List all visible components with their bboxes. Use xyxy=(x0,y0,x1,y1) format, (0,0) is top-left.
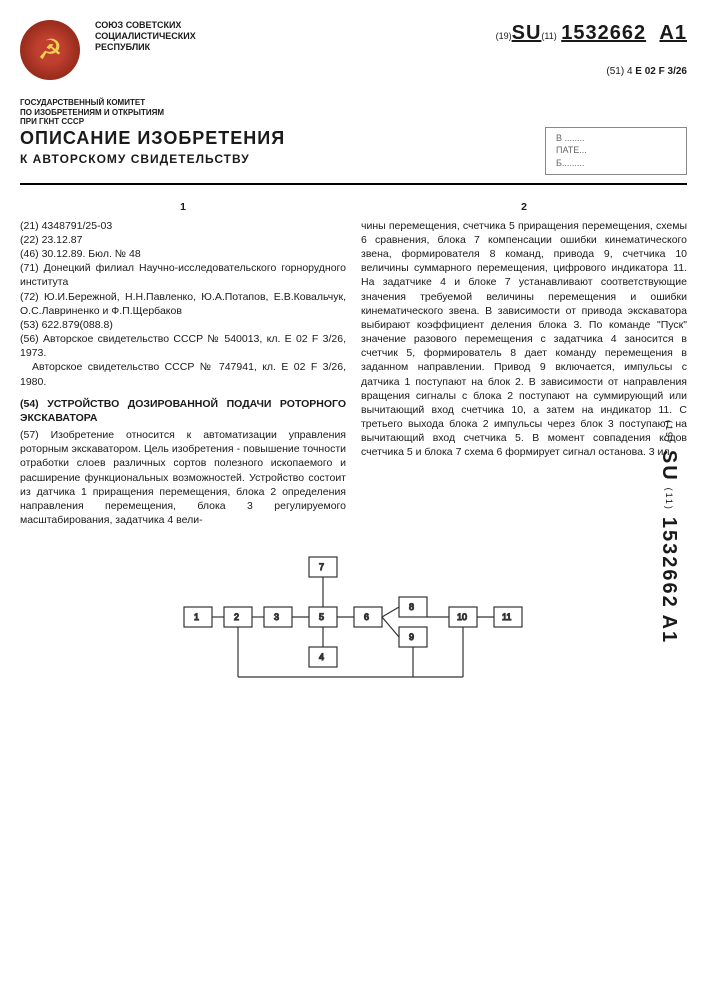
svg-text:5: 5 xyxy=(319,612,324,622)
classification-code: (51) 4 E 02 F 3/26 xyxy=(20,65,687,78)
svg-text:8: 8 xyxy=(409,602,414,612)
svg-text:6: 6 xyxy=(364,612,369,622)
svg-text:4: 4 xyxy=(319,652,324,662)
block-diagram: 1 2 3 7 5 4 6 8 9 10 11 xyxy=(20,542,687,696)
side-patent-number: (19) SU (11) 1532662 A1 xyxy=(656,420,682,644)
svg-text:7: 7 xyxy=(319,562,324,572)
document-title: ОПИСАНИЕ ИЗОБРЕТЕНИЯ xyxy=(20,127,285,150)
stamp-box: В ........ ПАТЕ... Б......... xyxy=(545,127,687,175)
svg-text:1: 1 xyxy=(194,612,199,622)
column-2: 2 чины перемещения, счетчика 5 приращени… xyxy=(361,200,687,528)
svg-text:9: 9 xyxy=(409,632,414,642)
document-subtitle: К АВТОРСКОМУ СВИДЕТЕЛЬСТВУ xyxy=(20,152,285,168)
svg-text:10: 10 xyxy=(457,612,467,622)
soviet-emblem xyxy=(20,20,80,80)
svg-text:2: 2 xyxy=(234,612,239,622)
svg-text:3: 3 xyxy=(274,612,279,622)
column-1: 1 (21) 4348791/25-03 (22) 23.12.87 (46) … xyxy=(20,200,346,528)
union-name: СОЮЗ СОВЕТСКИХ СОЦИАЛИСТИЧЕСКИХ РЕСПУБЛИ… xyxy=(95,20,496,52)
svg-text:11: 11 xyxy=(502,612,511,622)
patent-number-block: (19)SU(11) 1532662 A1 xyxy=(496,20,687,46)
committee-name: ГОСУДАРСТВЕННЫЙ КОМИТЕТ ПО ИЗОБРЕТЕНИЯМ … xyxy=(20,98,687,127)
